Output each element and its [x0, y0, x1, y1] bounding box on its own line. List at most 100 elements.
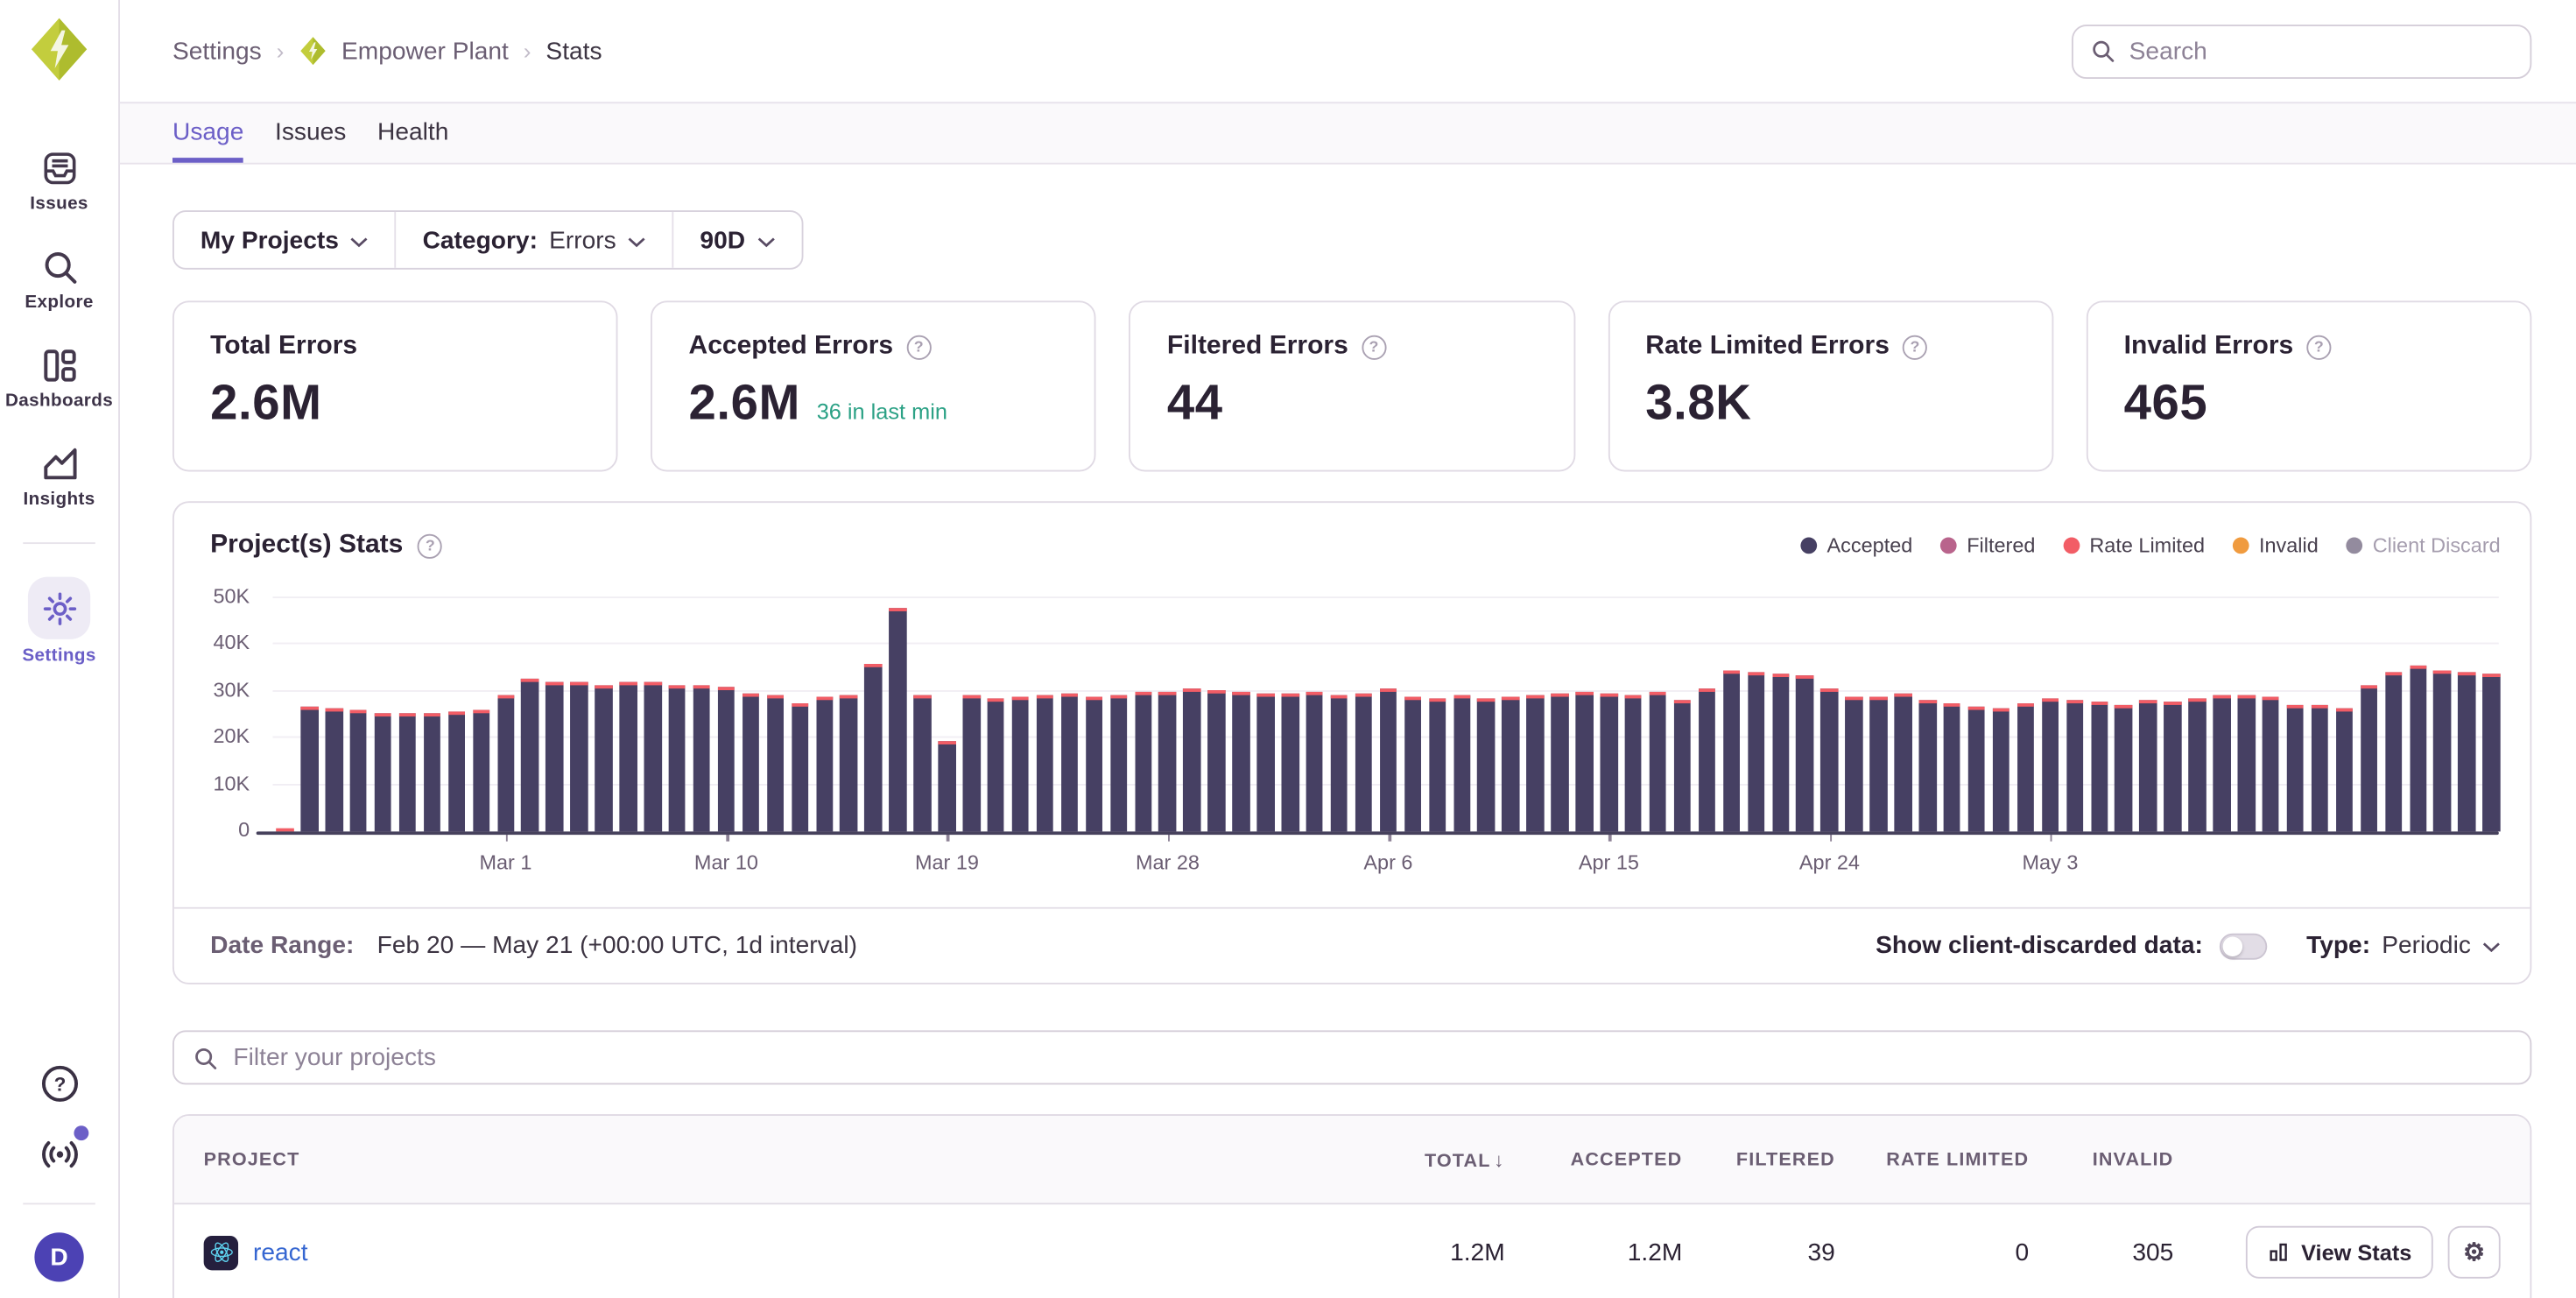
bar[interactable] — [1257, 694, 1275, 831]
bar[interactable] — [2263, 696, 2280, 831]
sidebar-item-settings[interactable]: Settings — [0, 577, 118, 666]
legend-item-filtered[interactable]: Filtered — [1940, 534, 2035, 557]
bar[interactable] — [1993, 708, 2010, 831]
column-header-invalid[interactable]: INVALID — [2029, 1149, 2173, 1169]
bar[interactable] — [595, 685, 613, 832]
bar[interactable] — [2336, 708, 2354, 831]
bar[interactable] — [2459, 673, 2476, 831]
bar[interactable] — [326, 709, 343, 832]
bar[interactable] — [2189, 699, 2206, 831]
bar[interactable] — [1184, 688, 1201, 831]
bar[interactable] — [1355, 694, 1373, 831]
bar[interactable] — [620, 682, 637, 832]
bar[interactable] — [1159, 692, 1177, 832]
column-header-rate-limited[interactable]: RATE LIMITED — [1835, 1149, 2029, 1169]
legend-item-invalid[interactable]: Invalid — [2233, 534, 2319, 557]
bar[interactable] — [571, 681, 588, 832]
bar[interactable] — [2434, 671, 2452, 832]
sidebar-item-insights[interactable]: Insights — [0, 444, 118, 510]
bar[interactable] — [914, 695, 932, 832]
tab-health[interactable]: Health — [377, 103, 448, 163]
bar[interactable] — [1282, 694, 1299, 832]
bar[interactable] — [1453, 695, 1471, 832]
bar[interactable] — [2385, 673, 2403, 831]
project-settings-button[interactable]: ⚙ — [2448, 1226, 2501, 1279]
bar[interactable] — [473, 710, 490, 832]
bar[interactable] — [792, 703, 809, 832]
project-link[interactable]: react — [253, 1238, 308, 1266]
sidebar-item-dashboards[interactable]: Dashboards — [0, 345, 118, 411]
tab-issues[interactable]: Issues — [275, 103, 346, 163]
help-icon[interactable]: ? — [418, 533, 442, 558]
bar[interactable] — [988, 697, 1005, 831]
breadcrumb-settings[interactable]: Settings — [172, 37, 262, 65]
bar[interactable] — [743, 694, 760, 831]
period-filter[interactable]: 90D — [672, 212, 801, 268]
bar[interactable] — [2214, 695, 2231, 831]
bar[interactable] — [939, 740, 956, 831]
sidebar-item-explore[interactable]: Explore — [0, 246, 118, 312]
bar[interactable] — [448, 712, 466, 831]
type-dropdown[interactable]: Type: Periodic — [2306, 932, 2501, 960]
bar[interactable] — [1870, 696, 1888, 832]
column-header-project[interactable]: PROJECT — [204, 1149, 1334, 1169]
help-icon[interactable]: ? — [1903, 335, 1927, 359]
bar[interactable] — [2312, 706, 2329, 832]
column-header-accepted[interactable]: ACCEPTED — [1505, 1149, 1683, 1169]
bar[interactable] — [2238, 695, 2256, 832]
bar[interactable] — [497, 695, 515, 832]
bar[interactable] — [1625, 695, 1643, 832]
bar[interactable] — [1233, 691, 1250, 831]
bar[interactable] — [301, 706, 319, 831]
bar[interactable] — [2066, 700, 2084, 831]
bar[interactable] — [2164, 702, 2182, 832]
sidebar-item-issues[interactable]: Issues — [0, 148, 118, 214]
bar[interactable] — [1380, 689, 1397, 832]
help-icon[interactable]: ? — [906, 335, 931, 359]
whats-new-button[interactable] — [38, 1132, 81, 1175]
bar[interactable] — [2042, 698, 2059, 831]
breadcrumb-org[interactable]: Empower Plant — [341, 37, 509, 65]
bar[interactable] — [2483, 674, 2501, 831]
bar[interactable] — [1478, 697, 1496, 831]
project-filter-input[interactable] — [233, 1043, 2511, 1071]
bar[interactable] — [2410, 666, 2427, 831]
user-avatar[interactable]: D — [34, 1232, 83, 1281]
bar[interactable] — [2091, 702, 2108, 831]
bar[interactable] — [865, 664, 883, 832]
bar[interactable] — [1650, 692, 1667, 831]
bar[interactable] — [693, 685, 711, 832]
bar[interactable] — [375, 713, 392, 832]
bar[interactable] — [669, 686, 686, 832]
bar[interactable] — [1576, 693, 1594, 832]
client-discard-toggle[interactable] — [2220, 933, 2267, 959]
bar[interactable] — [1110, 695, 1128, 832]
bar[interactable] — [841, 695, 858, 831]
bar[interactable] — [1699, 688, 1716, 831]
bar[interactable] — [1552, 693, 1569, 831]
tab-usage[interactable]: Usage — [172, 103, 243, 163]
help-button[interactable]: ? — [38, 1062, 81, 1104]
bar[interactable] — [1208, 690, 1226, 831]
help-icon[interactable]: ? — [1362, 335, 1386, 359]
bar[interactable] — [424, 714, 441, 831]
global-search-input[interactable] — [2129, 37, 2514, 65]
bar[interactable] — [1748, 672, 1765, 831]
bar[interactable] — [1037, 695, 1054, 832]
bar[interactable] — [1895, 694, 1912, 831]
bar[interactable] — [2361, 686, 2378, 831]
bar[interactable] — [546, 682, 564, 832]
bar[interactable] — [1404, 696, 1422, 832]
bar[interactable] — [1306, 693, 1324, 832]
column-header-total[interactable]: TOTAL↓ — [1334, 1148, 1505, 1171]
bar[interactable] — [644, 682, 662, 832]
bar[interactable] — [1331, 695, 1348, 831]
bar[interactable] — [2287, 704, 2305, 831]
bar[interactable] — [2115, 706, 2133, 832]
view-stats-button[interactable]: View Stats — [2245, 1226, 2432, 1279]
bar[interactable] — [816, 696, 834, 832]
bar[interactable] — [1797, 675, 1814, 831]
org-logo-icon[interactable] — [28, 17, 90, 82]
bar[interactable] — [1772, 674, 1790, 831]
bar[interactable] — [522, 680, 539, 832]
